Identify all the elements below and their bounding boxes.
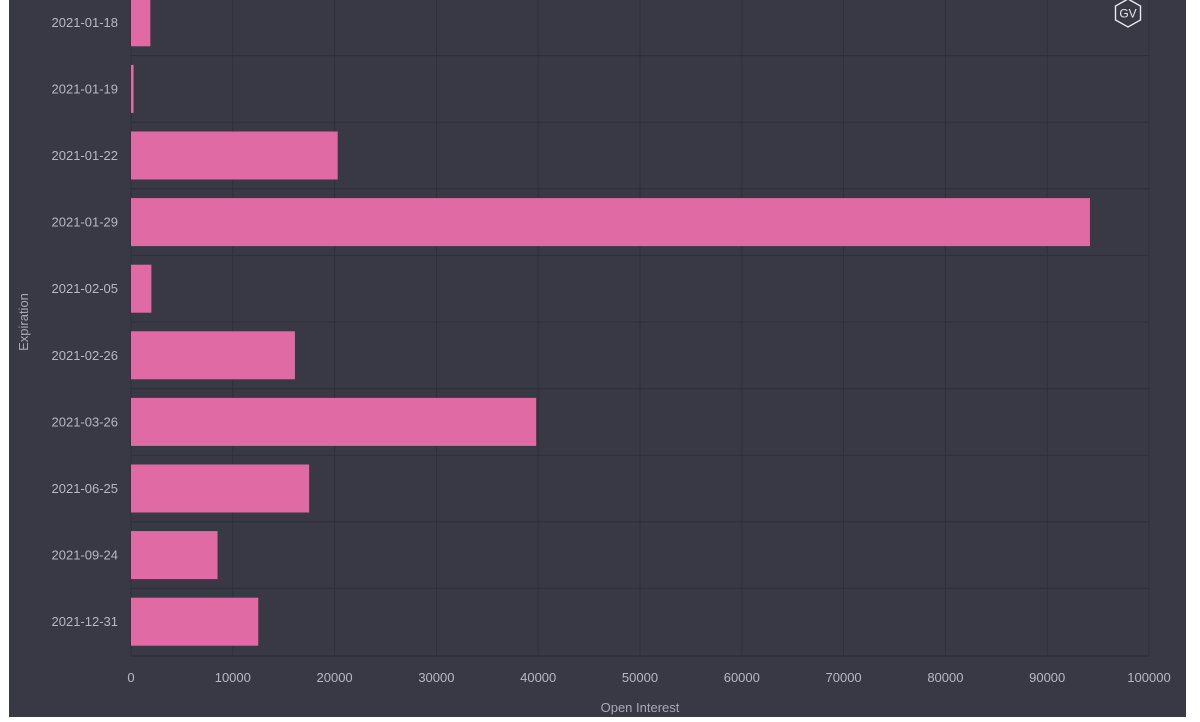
y-tick-label: 2021-01-19 <box>52 81 119 96</box>
y-tick-label: 2021-02-26 <box>52 348 119 363</box>
y-tick-label: 2021-06-25 <box>52 481 119 496</box>
bar-2021-02-05 <box>131 264 152 313</box>
bars <box>131 0 1090 646</box>
bar-2021-12-31 <box>131 597 259 646</box>
x-tick-label: 20000 <box>317 670 353 685</box>
grid-lines <box>130 0 1150 657</box>
bar-2021-09-24 <box>131 531 218 580</box>
x-tick-label: 30000 <box>418 670 454 685</box>
bar-2021-02-26 <box>131 331 295 380</box>
x-tick-label: 40000 <box>520 670 556 685</box>
x-tick-label: 70000 <box>826 670 862 685</box>
x-tick-labels: 0 10000 20000 30000 40000 50000 60000 70000 8000… <box>127 670 1170 685</box>
y-tick-label: 2021-03-26 <box>52 414 119 429</box>
x-tick-label: 60000 <box>724 670 760 685</box>
watermark-logo: GV <box>1114 0 1142 28</box>
x-tick-label: 80000 <box>927 670 963 685</box>
bar-2021-01-22 <box>131 131 338 180</box>
y-tick-label: 2021-01-29 <box>52 215 119 230</box>
bar-2021-01-29 <box>131 198 1090 247</box>
x-tick-label: 100000 <box>1127 670 1170 685</box>
y-axis-title: Expiration <box>16 293 31 351</box>
bar-2021-01-18 <box>131 0 151 47</box>
bar-2021-03-26 <box>131 397 537 446</box>
x-axis-title: Open Interest <box>601 700 680 715</box>
y-tick-label: 2021-12-31 <box>52 614 119 629</box>
y-tick-labels: 2021-01-18 2021-01-19 2021-01-22 2021-01-29… <box>52 15 119 629</box>
y-tick-label: 2021-01-18 <box>52 15 119 30</box>
bar-2021-01-19 <box>131 64 134 113</box>
x-tick-label: 50000 <box>622 670 658 685</box>
x-tick-label: 0 <box>127 670 134 685</box>
hexagon-logo-icon <box>1114 0 1142 28</box>
y-tick-label: 2021-09-24 <box>52 548 119 563</box>
x-tick-label: 10000 <box>215 670 251 685</box>
bar-2021-06-25 <box>131 464 310 513</box>
watermark-text: GV <box>1119 7 1136 21</box>
x-tick-label: 90000 <box>1029 670 1065 685</box>
y-tick-label: 2021-02-05 <box>52 281 119 296</box>
y-tick-label: 2021-01-22 <box>52 148 119 163</box>
